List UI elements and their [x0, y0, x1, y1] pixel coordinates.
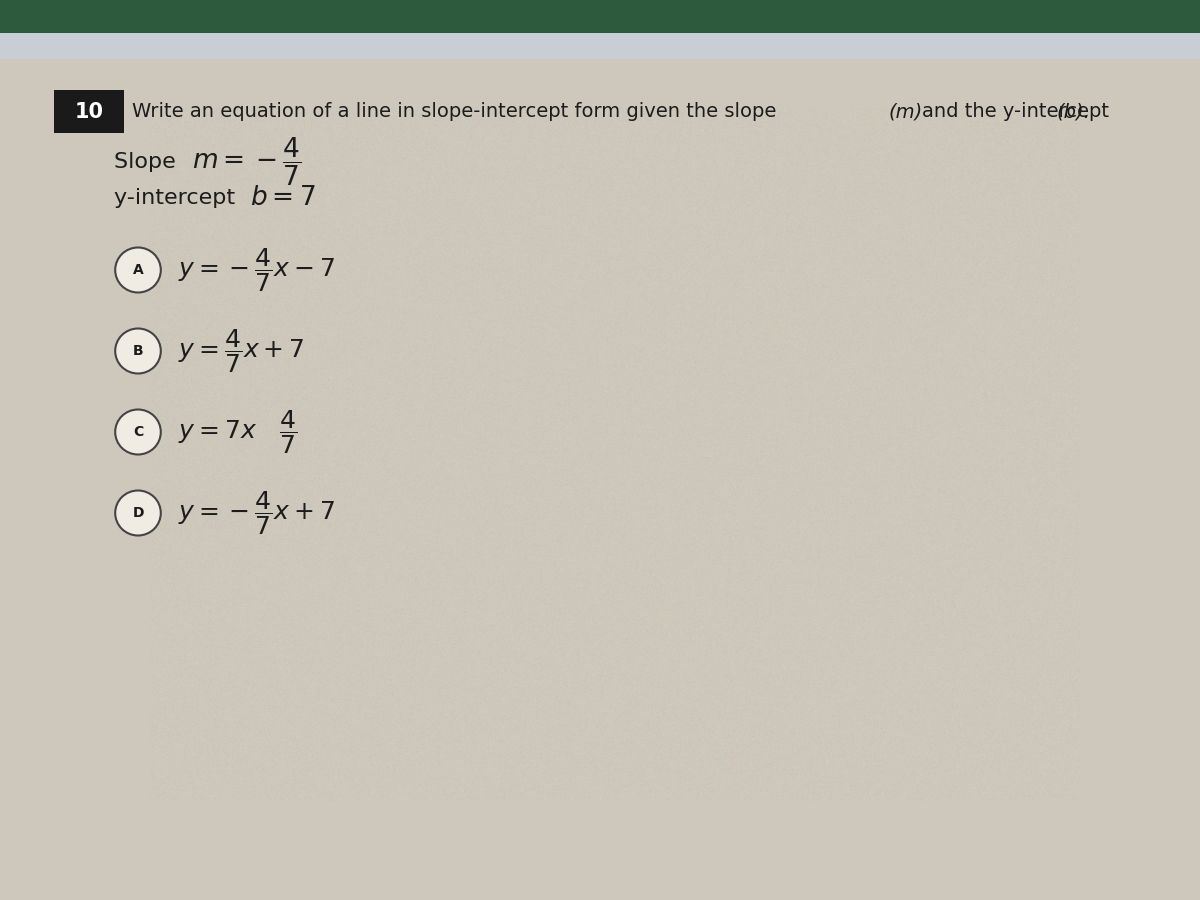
Text: $y = \dfrac{4}{7}x + 7$: $y = \dfrac{4}{7}x + 7$ [178, 327, 304, 375]
Text: $y = -\dfrac{4}{7}x + 7$: $y = -\dfrac{4}{7}x + 7$ [178, 489, 335, 537]
Text: 10: 10 [74, 102, 103, 122]
Text: y-intercept: y-intercept [114, 188, 250, 208]
Text: C: C [133, 425, 143, 439]
Text: $b = 7$: $b = 7$ [250, 185, 316, 211]
Text: A: A [133, 263, 143, 277]
Text: B: B [133, 344, 143, 358]
Text: and the y-intercept: and the y-intercept [922, 102, 1115, 122]
Text: $m = -\dfrac{4}{7}$: $m = -\dfrac{4}{7}$ [192, 136, 301, 188]
Text: $y = 7x \quad \dfrac{4}{7}$: $y = 7x \quad \dfrac{4}{7}$ [178, 408, 296, 456]
Text: Write an equation of a line in slope-intercept form given the slope: Write an equation of a line in slope-int… [132, 102, 782, 122]
Text: (m): (m) [888, 102, 923, 122]
Text: D: D [132, 506, 144, 520]
Text: $y = -\dfrac{4}{7}x - 7$: $y = -\dfrac{4}{7}x - 7$ [178, 246, 335, 294]
Text: Slope: Slope [114, 152, 190, 172]
Text: (b).: (b). [1056, 102, 1090, 122]
